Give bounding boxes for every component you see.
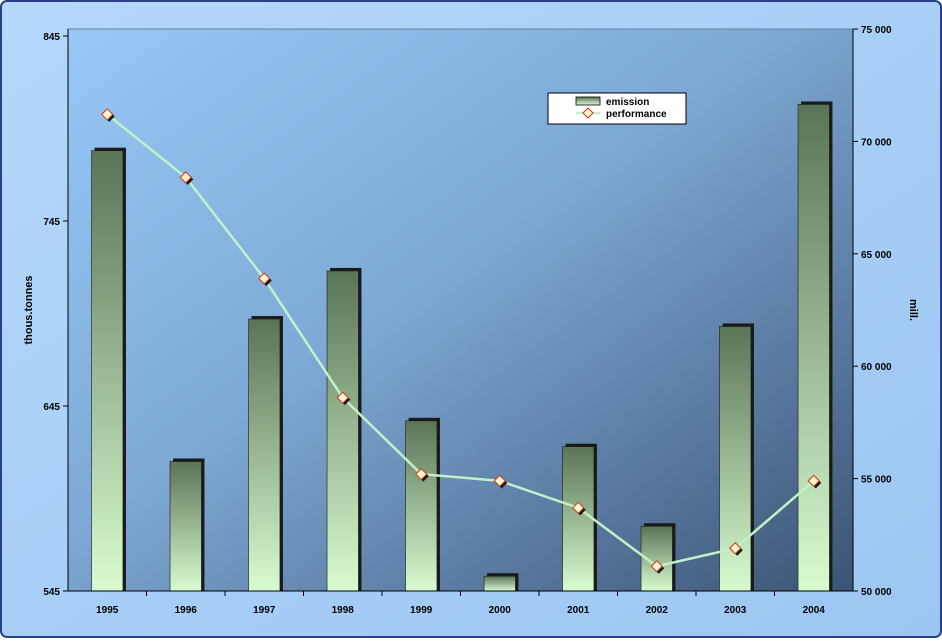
y2-axis-title: mill. — [907, 299, 919, 321]
bar-2001 — [562, 446, 595, 592]
point-1999 — [415, 467, 428, 481]
point-2000 — [493, 474, 506, 488]
x-tick-label: 2002 — [646, 605, 669, 616]
bar-1997 — [248, 318, 281, 592]
point-2001 — [572, 501, 585, 515]
y2-tick-label: 55 000 — [861, 475, 892, 486]
legend-swatch-emission — [575, 96, 601, 106]
x-tick-label: 1998 — [332, 605, 355, 616]
bar-1999 — [405, 420, 438, 592]
point-1996 — [179, 171, 192, 184]
x-tick-label: 2001 — [567, 605, 590, 616]
point-1997 — [258, 272, 271, 285]
x-tick-label: 1996 — [175, 605, 198, 616]
bar-1995 — [91, 150, 124, 592]
y-tick-label: 645 — [43, 402, 60, 413]
x-tick-label: 1997 — [253, 605, 276, 616]
y2-tick-label: 65 000 — [861, 250, 892, 261]
legend-marker-performance — [582, 107, 594, 119]
y-tick-label: 545 — [43, 587, 60, 598]
legend-label-performance: performance — [606, 109, 667, 120]
y2-tick-label: 70 000 — [861, 137, 892, 148]
y2-tick-label: 50 000 — [861, 587, 892, 598]
point-2002 — [650, 560, 663, 573]
x-tick-label: 2004 — [803, 605, 826, 616]
point-1995 — [101, 108, 114, 121]
y-tick-label: 745 — [43, 217, 60, 228]
y-tick-label: 845 — [43, 32, 60, 43]
x-tick-label: 2000 — [489, 605, 512, 616]
bar-1998 — [326, 270, 359, 592]
x-tick-label: 2003 — [724, 605, 747, 616]
legend-box — [547, 92, 687, 125]
y-axis-title: thous.tonnes — [23, 275, 35, 344]
legend-label-emission: emission — [606, 97, 649, 108]
legend: emission performance — [547, 92, 687, 125]
y2-tick-label: 60 000 — [861, 362, 892, 373]
point-2004 — [807, 474, 820, 488]
point-1998 — [336, 391, 349, 404]
bar-1996 — [169, 461, 202, 592]
bar-2000 — [483, 575, 516, 592]
x-tick-label: 1999 — [410, 605, 433, 616]
x-tick-label: 1995 — [96, 605, 119, 616]
point-2003 — [729, 542, 742, 555]
bar-2004 — [797, 104, 830, 592]
y2-tick-label: 75 000 — [861, 25, 892, 36]
performance-line — [106, 113, 815, 568]
